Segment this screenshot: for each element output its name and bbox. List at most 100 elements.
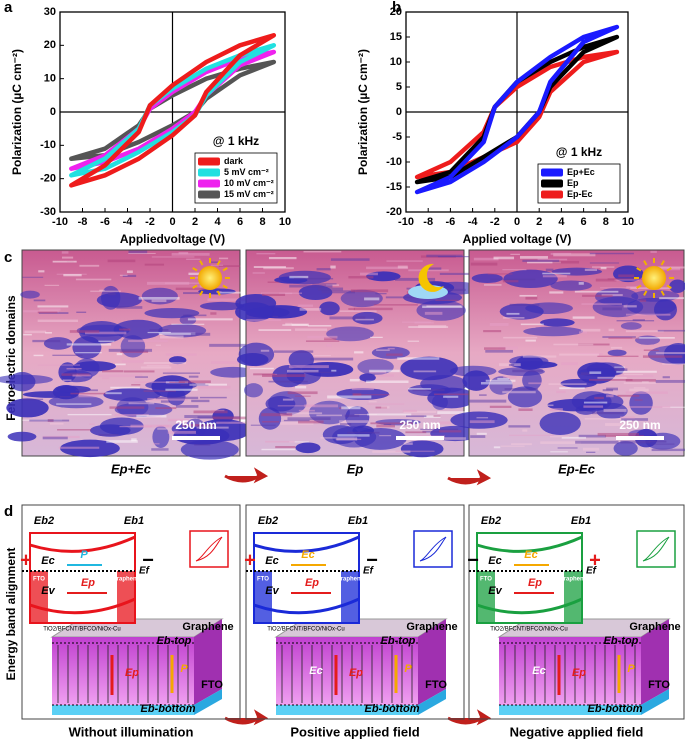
texture [403,410,437,413]
texture [527,261,561,264]
texture [339,310,377,312]
texture [258,329,292,331]
texture [423,267,442,270]
texture [149,329,169,331]
texture [522,355,557,358]
domain [0,374,53,385]
texture [386,353,403,356]
texture [509,434,554,436]
texture [151,256,195,258]
texture [355,318,374,321]
texture [280,421,314,425]
texture [108,292,116,296]
x-tick-label: 6 [581,216,587,228]
domain [471,273,503,283]
texture [106,440,138,443]
texture [582,294,613,297]
texture [506,312,520,315]
texture [160,400,170,403]
x-tick-label: -6 [446,216,456,228]
texture [181,424,214,427]
texture [405,431,427,434]
texture [114,414,149,417]
band-label: Ef [586,566,598,577]
band-label: Graphene [336,577,365,583]
texture [218,265,241,267]
band-label: Ec [41,555,54,567]
texture [298,409,315,412]
texture [603,408,627,412]
texture [614,368,628,372]
caption: Ep [347,461,364,476]
texture [317,287,344,291]
band-label: TiO2/BFCNT/BFCO/NiOx-Cu [490,627,567,633]
texture [602,336,636,338]
sun-ray [216,290,221,296]
loop-icon [195,536,223,562]
arrow-decoration [447,709,492,726]
texture [620,416,635,419]
sun-ray [222,284,228,289]
texture [620,440,651,444]
texture [407,340,420,342]
legend-label: 10 mV cm⁻² [224,178,274,188]
texture [122,274,137,278]
texture [199,396,227,399]
texture [406,415,427,418]
texture [595,278,617,282]
scale-bar [172,436,220,440]
texture [143,390,176,392]
texture [171,252,210,256]
texture [44,284,60,286]
texture [597,376,627,379]
texture [618,274,635,278]
band-label: FTO [201,679,223,691]
band-label: Eb-bottom [141,703,196,715]
icon-box [189,530,229,568]
texture [146,365,170,367]
texture [288,365,329,369]
texture [366,403,405,405]
texture [485,379,516,382]
texture [522,429,528,432]
cube-side [194,619,222,705]
texture [493,256,515,260]
texture [144,263,165,266]
x-tick-label: -10 [52,216,68,228]
y-tick-label: 0 [50,106,56,118]
texture [578,282,584,285]
texture [602,307,622,311]
texture [426,254,463,258]
texture [574,290,619,293]
texture [327,395,372,399]
domain [20,290,40,299]
legend-swatch [198,190,220,199]
texture [285,322,293,326]
texture [273,350,314,353]
texture [662,406,685,408]
texture [600,267,607,270]
valence-band [253,597,360,615]
domain [52,385,80,400]
texture [155,344,161,346]
texture [23,333,32,336]
band-label: Eb1 [124,515,144,527]
band-label: Ec [301,549,314,561]
texture [490,278,536,281]
texture [253,266,286,268]
texture [502,279,519,283]
texture [586,451,596,453]
legend-swatch [541,168,563,177]
texture [582,447,600,451]
caption: Without illumination [69,724,194,739]
texture [178,251,189,255]
texture [651,448,685,452]
texture [105,392,122,395]
texture [268,256,297,260]
texture [597,355,639,357]
texture [608,337,640,339]
band-label: Graphene [629,621,680,633]
fto-slab [499,705,641,715]
band-label: Eb-bottom [365,703,420,715]
y-tick-label: -5 [392,131,402,143]
